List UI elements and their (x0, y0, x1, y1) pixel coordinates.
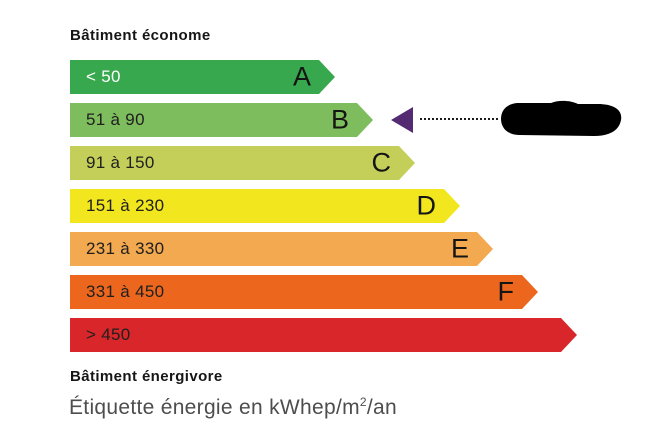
left-arrow-icon (391, 107, 413, 133)
caption-superscript: 2 (359, 395, 367, 409)
energy-class-letter: F (497, 276, 514, 307)
energy-class-bar: 91 à 150 C (70, 146, 415, 180)
energy-range-label: 331 à 450 (86, 282, 165, 301)
economical-building-label: Bâtiment économe (70, 27, 211, 44)
energy-class-letter: A (292, 61, 311, 92)
energy-class-letter: D (416, 190, 436, 221)
energy-range-label: 51 à 90 (86, 110, 145, 129)
energy-range-label: 91 à 150 (86, 153, 155, 172)
energy-class-letter: C (371, 147, 391, 178)
energy-class-letter: B (330, 104, 349, 135)
energy-class-letter: E (450, 233, 469, 264)
energy-class-bar: 151 à 230 D (70, 189, 460, 223)
energy-class-bar: 51 à 90 B (70, 103, 373, 137)
energy-class-bar: 331 à 450 F (70, 275, 538, 309)
energy-range-label: 231 à 330 (86, 239, 165, 258)
energy-range-label: > 450 (86, 325, 131, 344)
caption: Étiquette énergie en kWhep/m2/an (69, 395, 397, 420)
dotted-connector-line (420, 118, 498, 120)
energy-intensive-building-label: Bâtiment énergivore (70, 368, 223, 385)
energy-class-bars: < 50 A 51 à 90 B 91 à 150 C 151 à 230 D … (70, 60, 577, 361)
energy-class-bar: > 450 (70, 318, 577, 352)
energy-class-bar: < 50 A (70, 60, 335, 94)
energy-range-label: < 50 (86, 67, 121, 86)
redacted-value-blob (501, 100, 622, 136)
caption-suffix: /an (366, 396, 397, 419)
energy-range-label: 151 à 230 (86, 196, 165, 215)
energy-class-bar: 231 à 330 E (70, 232, 493, 266)
caption-prefix: Étiquette énergie en kWhep/m (69, 396, 360, 419)
